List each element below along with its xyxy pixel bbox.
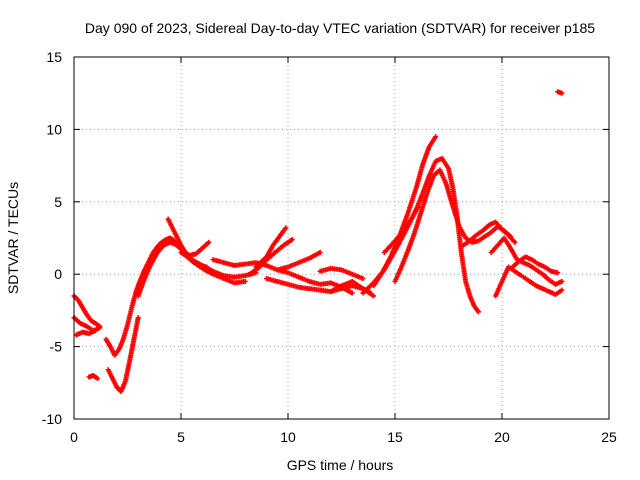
x-tick-label: 25: [601, 429, 617, 445]
data-point: [289, 236, 295, 242]
y-tick-label: 10: [46, 121, 62, 137]
data-point: [416, 203, 422, 209]
x-tick-label: 20: [494, 429, 510, 445]
series-track-21: [460, 219, 518, 248]
series-track-12: [246, 236, 295, 277]
plot-frame: [73, 56, 610, 420]
series-track-25: [520, 274, 565, 297]
series-track-6: [105, 315, 141, 394]
y-tick-label: -10: [42, 411, 62, 427]
data-point: [283, 225, 289, 231]
y-tick-label: 15: [46, 49, 62, 65]
data-point: [206, 239, 212, 245]
series-track-9: [178, 249, 259, 280]
series-track-26: [555, 89, 565, 96]
data-point: [371, 293, 377, 299]
series-track-24: [510, 254, 561, 276]
data-point: [95, 375, 101, 381]
y-axis-label: SDTVAR / TECUs: [5, 182, 21, 294]
x-axis-label: GPS time / hours: [287, 457, 394, 473]
chart-title: Day 090 of 2023, Sidereal Day-to-day VTE…: [85, 20, 595, 36]
data-point: [475, 309, 481, 315]
data-point: [559, 287, 565, 293]
x-tick-label: 10: [280, 429, 296, 445]
series-track-22: [488, 235, 565, 287]
x-tick-label: 0: [70, 429, 78, 445]
x-tick-label: 5: [177, 429, 185, 445]
data-point: [92, 328, 98, 334]
data-point: [555, 270, 561, 276]
data-points: [71, 89, 565, 394]
data-point: [512, 239, 518, 245]
series-track-10: [210, 257, 355, 296]
x-tick-label: 15: [387, 429, 403, 445]
data-point: [433, 134, 439, 140]
series-track-2: [71, 315, 103, 334]
axis-ticks: 0 5 10 15 20 25 -10 -5 0 5 10 15: [42, 49, 617, 445]
series-track-1: [71, 293, 103, 329]
series-track-15: [317, 265, 366, 282]
data-point: [97, 325, 103, 331]
data-point: [559, 278, 565, 284]
data-point: [317, 249, 323, 255]
series-track-14: [274, 249, 323, 273]
series-track-19: [381, 203, 422, 255]
series-track-3: [73, 328, 98, 338]
y-tick-label: 5: [54, 194, 62, 210]
data-point: [135, 315, 141, 321]
data-point: [242, 278, 248, 284]
data-point: [559, 90, 565, 96]
y-tick-label: -5: [50, 339, 63, 355]
data-point: [349, 290, 355, 296]
data-point: [360, 276, 366, 282]
series-track-4: [86, 373, 101, 381]
y-tick-label: 0: [54, 266, 62, 282]
